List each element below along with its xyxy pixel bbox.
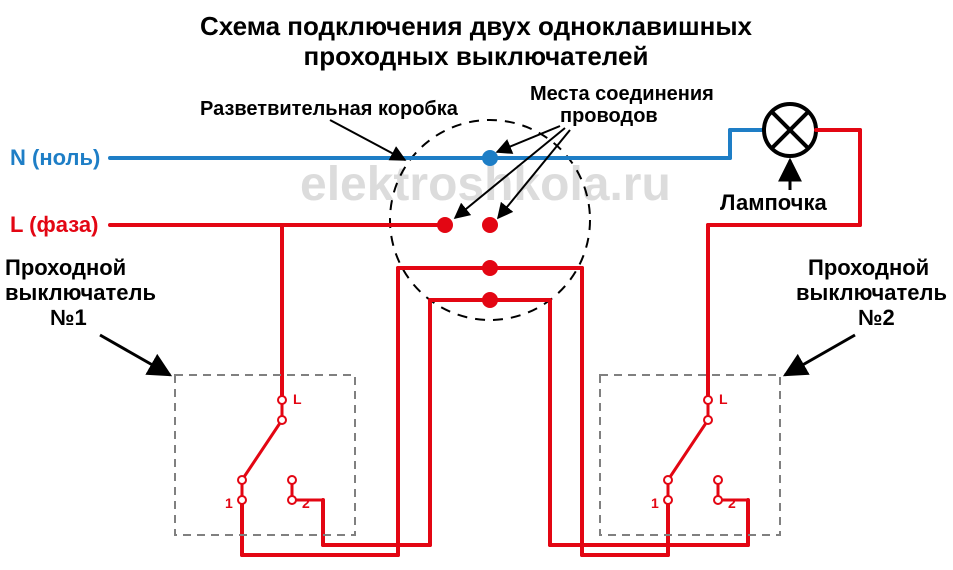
- switch-2-arrow: [785, 335, 855, 375]
- connections-label-2: проводов: [560, 105, 658, 127]
- sw1-term-L: L: [293, 391, 302, 407]
- switch-1-label: Проходной выключатель №1: [5, 255, 156, 330]
- svg-text:№1: №1: [50, 305, 87, 330]
- title-line-1: Схема подключения двух одноклавишных: [200, 11, 753, 41]
- left-switch-L-wire: [282, 225, 445, 395]
- svg-text:Проходной: Проходной: [5, 255, 126, 280]
- switch-2-label: Проходной выключатель №2: [796, 255, 947, 330]
- watermark-text: elektroshkola.ru: [300, 158, 671, 211]
- sw2-term-1: 1: [651, 495, 659, 511]
- sw2-term-L: L: [719, 391, 728, 407]
- switch-1-arrow: [100, 335, 170, 375]
- connections-label-1: Места соединения: [530, 83, 714, 105]
- sw1-term-2: 2: [302, 495, 310, 511]
- title-line-2: проходных выключателей: [304, 41, 649, 71]
- node-live-R: [482, 217, 498, 233]
- node-trav-top: [482, 260, 498, 276]
- node-neutral: [482, 150, 498, 166]
- node-trav-bot: [482, 292, 498, 308]
- svg-text:№2: №2: [858, 305, 895, 330]
- right-switch-L-wire: [490, 225, 708, 395]
- switch-1: L 1 2: [175, 375, 355, 535]
- live-label: L (фаза): [10, 212, 98, 237]
- lamp-label: Лампочка: [720, 190, 827, 215]
- svg-text:выключатель: выключатель: [796, 280, 947, 305]
- traveler-2-wire: [323, 300, 748, 545]
- junction-box-arrow: [330, 120, 405, 160]
- wiring-diagram: elektroshkola.ru Схема подключения двух …: [0, 0, 953, 570]
- traveler-1-wire: [242, 268, 668, 555]
- junction-box-label: Разветвительная коробка: [200, 98, 459, 120]
- neutral-label: N (ноль): [10, 145, 100, 170]
- sw1-term-1: 1: [225, 495, 233, 511]
- switch-2: L 1 2: [600, 375, 780, 535]
- lamp-symbol: [764, 104, 816, 156]
- svg-text:Проходной: Проходной: [808, 255, 929, 280]
- node-live-L: [437, 217, 453, 233]
- svg-text:выключатель: выключатель: [5, 280, 156, 305]
- sw2-term-2: 2: [728, 495, 736, 511]
